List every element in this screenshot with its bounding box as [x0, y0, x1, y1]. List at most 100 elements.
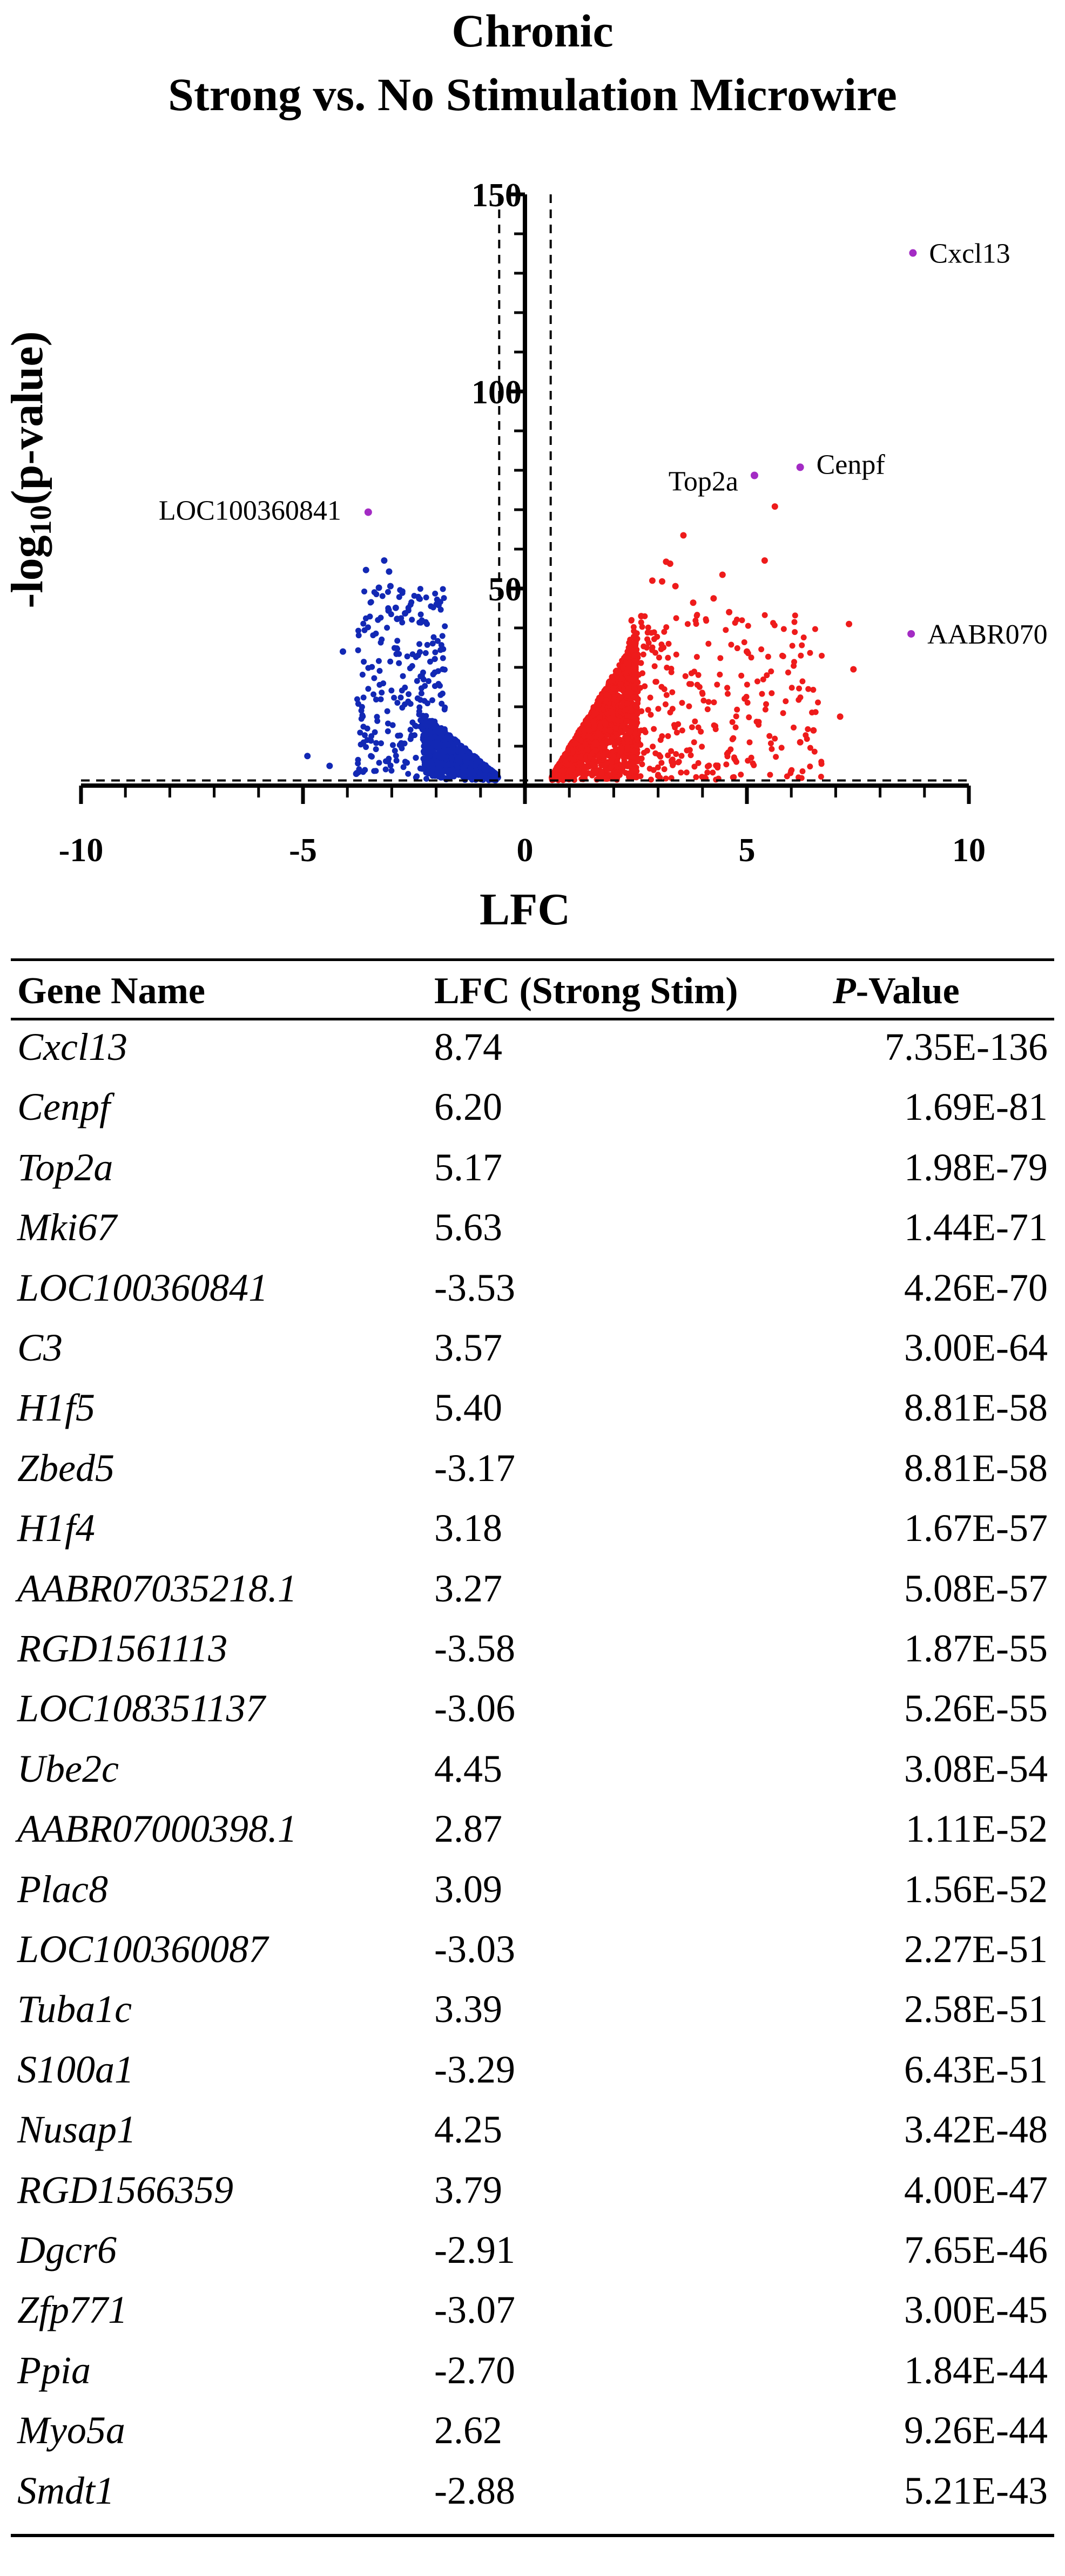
point-down — [427, 658, 433, 665]
x-tick-label: -5 — [289, 832, 317, 869]
point-down — [425, 748, 432, 755]
point-down — [417, 586, 423, 592]
point-down — [437, 647, 444, 653]
point-down — [399, 705, 406, 711]
point-down — [402, 610, 409, 617]
point-down — [447, 773, 453, 779]
point-up — [768, 668, 774, 675]
point-down — [413, 755, 419, 761]
point-up — [624, 700, 630, 707]
row-gene: AABR07000398.1 — [17, 1807, 297, 1851]
point-down — [442, 767, 448, 773]
point-up — [744, 648, 750, 655]
point-up — [570, 766, 576, 772]
point-up — [623, 760, 629, 767]
point-up — [695, 672, 702, 678]
point-down — [442, 737, 448, 743]
point-up — [619, 722, 625, 728]
point-up — [719, 571, 726, 578]
point-up — [584, 719, 590, 725]
point-up — [732, 724, 739, 731]
point-up — [560, 768, 566, 774]
labeled-point — [796, 463, 804, 471]
point-down — [400, 673, 406, 679]
point-down — [432, 655, 438, 662]
point-down — [425, 678, 432, 684]
point-down — [358, 741, 364, 748]
point-up — [783, 698, 789, 705]
point-up — [799, 678, 806, 685]
point-up — [656, 654, 662, 661]
point-up — [628, 617, 635, 624]
point-up — [624, 744, 631, 751]
point-up — [587, 754, 594, 760]
point-up — [584, 764, 591, 770]
point-up — [692, 718, 698, 725]
point-up — [591, 722, 598, 728]
point-up — [631, 760, 637, 767]
point-down — [468, 767, 474, 773]
point-down — [430, 634, 437, 640]
row-p-value: 3.08E-54 — [904, 1747, 1048, 1790]
point-up — [665, 752, 671, 759]
point-down — [374, 714, 380, 720]
point-down — [416, 619, 423, 626]
row-lfc: 3.18 — [434, 1506, 502, 1550]
point-up — [724, 685, 731, 691]
point-up — [628, 719, 634, 726]
point-down — [363, 744, 369, 751]
point-down — [418, 690, 424, 697]
point-down — [428, 603, 434, 610]
point-down — [370, 691, 377, 698]
point-up — [633, 703, 639, 709]
point-up — [645, 707, 651, 713]
point-up — [696, 684, 703, 690]
point-down — [464, 759, 470, 766]
point-down — [424, 621, 430, 627]
point-up — [812, 626, 818, 632]
point-up — [818, 759, 825, 765]
point-up — [631, 674, 637, 680]
point-up — [610, 709, 616, 716]
point-up — [577, 754, 584, 760]
y-tick-label: 50 — [488, 571, 522, 608]
x-tick-label: -10 — [59, 832, 104, 869]
point-up — [723, 761, 730, 768]
point-up — [658, 578, 665, 585]
row-p-value: 3.00E-45 — [904, 2288, 1048, 2332]
point-up — [739, 617, 745, 624]
point-up — [815, 699, 821, 706]
point-up — [734, 706, 740, 713]
point-down — [441, 595, 447, 601]
point-up — [818, 773, 824, 780]
point-down — [436, 743, 442, 750]
point-up — [695, 760, 702, 766]
point-up — [581, 727, 587, 733]
row-gene: Cenpf — [17, 1085, 110, 1129]
point-down — [442, 704, 448, 711]
point-up — [705, 640, 712, 647]
point-up — [607, 715, 614, 722]
point-down — [430, 671, 436, 678]
row-p-value: 1.84E-44 — [904, 2348, 1048, 2392]
point-up — [601, 762, 608, 769]
point-up — [668, 669, 675, 675]
point-up — [666, 560, 673, 567]
point-up — [634, 710, 641, 716]
point-down — [439, 633, 446, 639]
point-down — [429, 697, 435, 704]
point-up — [655, 773, 661, 779]
point-down — [365, 665, 372, 671]
point-up — [648, 712, 654, 718]
row-gene: Plac8 — [17, 1867, 108, 1911]
row-p-value: 1.87E-55 — [904, 1627, 1048, 1670]
point-down — [413, 723, 419, 729]
point-up — [650, 743, 656, 750]
point-down — [459, 750, 465, 756]
point-down — [437, 763, 444, 769]
point-down — [417, 596, 423, 602]
row-p-value: 8.81E-58 — [904, 1386, 1048, 1430]
row-lfc: -3.06 — [434, 1687, 515, 1730]
point-up — [744, 681, 750, 688]
